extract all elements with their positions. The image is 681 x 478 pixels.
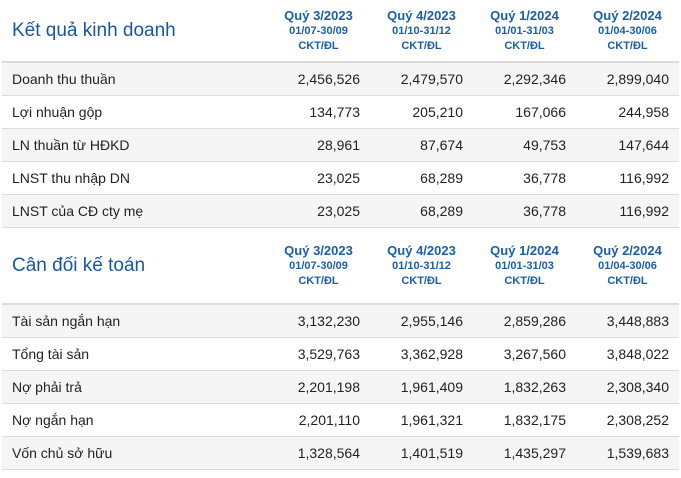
row-label: Tài sản ngắn hạn xyxy=(2,303,267,338)
column-header-q2-2024[interactable]: Quý 2/2024 01/04-30/06 CKT/ĐL xyxy=(576,0,679,62)
cell-value: 1,961,321 xyxy=(370,403,473,437)
cell-value: 2,201,198 xyxy=(267,370,370,404)
cell-value: 2,899,040 xyxy=(576,61,679,96)
audit-status: CKT/ĐL xyxy=(607,39,648,52)
table-row: Nợ ngắn hạn 2,201,110 1,961,321 1,832,17… xyxy=(2,403,679,437)
table-row: LNST của CĐ cty mẹ 23,025 68,289 36,778 … xyxy=(2,194,679,228)
row-label: LNST thu nhập DN xyxy=(2,161,267,195)
period-range: 01/07-30/09 xyxy=(289,24,348,37)
audit-status: CKT/ĐL xyxy=(298,274,339,287)
period-range: 01/01-31/03 xyxy=(495,259,554,272)
cell-value: 3,362,928 xyxy=(370,337,473,371)
column-header-q3-2023[interactable]: Quý 3/2023 01/07-30/09 CKT/ĐL xyxy=(267,0,370,62)
cell-value: 2,308,252 xyxy=(576,403,679,437)
row-label: Nợ ngắn hạn xyxy=(2,403,267,437)
period-range: 01/10-31/12 xyxy=(392,259,451,272)
table-row: Lợi nhuận gộp 134,773 205,210 167,066 24… xyxy=(2,95,679,129)
section-title-income: Kết quả kinh doanh xyxy=(12,19,176,41)
cell-value: 1,539,683 xyxy=(576,436,679,470)
cell-value: 167,066 xyxy=(473,95,576,129)
row-label: Lợi nhuận gộp xyxy=(2,95,267,129)
row-label: Nợ phải trả xyxy=(2,370,267,404)
cell-value: 1,832,263 xyxy=(473,370,576,404)
column-header-q1-2024[interactable]: Quý 1/2024 01/01-31/03 CKT/ĐL xyxy=(473,228,576,304)
quarter-label: Quý 3/2023 xyxy=(284,7,353,23)
cell-value: 3,848,022 xyxy=(576,337,679,371)
column-header-q1-2024[interactable]: Quý 1/2024 01/01-31/03 CKT/ĐL xyxy=(473,0,576,62)
cell-value: 87,674 xyxy=(370,128,473,162)
cell-value: 1,832,175 xyxy=(473,403,576,437)
cell-value: 28,961 xyxy=(267,128,370,162)
cell-value: 3,132,230 xyxy=(267,303,370,338)
audit-status: CKT/ĐL xyxy=(401,274,442,287)
cell-value: 68,289 xyxy=(370,161,473,195)
cell-value: 68,289 xyxy=(370,194,473,228)
audit-status: CKT/ĐL xyxy=(607,274,648,287)
balance-header-row: Cân đối kế toán Quý 3/2023 01/07-30/09 C… xyxy=(2,228,679,304)
audit-status: CKT/ĐL xyxy=(401,39,442,52)
cell-value: 1,328,564 xyxy=(267,436,370,470)
cell-value: 1,961,409 xyxy=(370,370,473,404)
cell-value: 2,292,346 xyxy=(473,61,576,96)
cell-value: 2,456,526 xyxy=(267,61,370,96)
quarter-label: Quý 2/2024 xyxy=(593,7,662,23)
cell-value: 1,401,519 xyxy=(370,436,473,470)
table-row: Tổng tài sản 3,529,763 3,362,928 3,267,5… xyxy=(2,337,679,371)
row-label: Vốn chủ sở hữu xyxy=(2,436,267,470)
table-row: Vốn chủ sở hữu 1,328,564 1,401,519 1,435… xyxy=(2,436,679,470)
cell-value: 3,267,560 xyxy=(473,337,576,371)
cell-value: 36,778 xyxy=(473,161,576,195)
section-title-balance: Cân đối kế toán xyxy=(12,254,146,276)
column-header-q4-2023[interactable]: Quý 4/2023 01/10-31/12 CKT/ĐL xyxy=(370,0,473,62)
cell-value: 2,479,570 xyxy=(370,61,473,96)
row-label: Tổng tài sản xyxy=(2,337,267,371)
column-header-q4-2023[interactable]: Quý 4/2023 01/10-31/12 CKT/ĐL xyxy=(370,228,473,304)
audit-status: CKT/ĐL xyxy=(504,274,545,287)
table-row: Doanh thu thuần 2,456,526 2,479,570 2,29… xyxy=(2,61,679,96)
period-range: 01/01-31/03 xyxy=(495,24,554,37)
period-range: 01/07-30/09 xyxy=(289,259,348,272)
cell-value: 2,308,340 xyxy=(576,370,679,404)
cell-value: 36,778 xyxy=(473,194,576,228)
row-label: LN thuần từ HĐKD xyxy=(2,128,267,162)
column-header-q3-2023[interactable]: Quý 3/2023 01/07-30/09 CKT/ĐL xyxy=(267,228,370,304)
income-header-row: Kết quả kinh doanh Quý 3/2023 01/07-30/0… xyxy=(2,0,679,62)
table-row: LNST thu nhập DN 23,025 68,289 36,778 11… xyxy=(2,161,679,195)
column-header-q2-2024[interactable]: Quý 2/2024 01/04-30/06 CKT/ĐL xyxy=(576,228,679,304)
cell-value: 205,210 xyxy=(370,95,473,129)
income-statement-table: Kết quả kinh doanh Quý 3/2023 01/07-30/0… xyxy=(2,0,679,228)
cell-value: 2,859,286 xyxy=(473,303,576,338)
cell-value: 2,955,146 xyxy=(370,303,473,338)
cell-value: 49,753 xyxy=(473,128,576,162)
cell-value: 3,448,883 xyxy=(576,303,679,338)
quarter-label: Quý 1/2024 xyxy=(490,7,559,23)
balance-sheet-table: Cân đối kế toán Quý 3/2023 01/07-30/09 C… xyxy=(2,228,679,470)
audit-status: CKT/ĐL xyxy=(298,39,339,52)
cell-value: 116,992 xyxy=(576,194,679,228)
cell-value: 116,992 xyxy=(576,161,679,195)
cell-value: 2,201,110 xyxy=(267,403,370,437)
row-label: LNST của CĐ cty mẹ xyxy=(2,194,267,228)
cell-value: 1,435,297 xyxy=(473,436,576,470)
period-range: 01/04-30/06 xyxy=(598,24,657,37)
period-range: 01/04-30/06 xyxy=(598,259,657,272)
row-label: Doanh thu thuần xyxy=(2,61,267,96)
cell-value: 134,773 xyxy=(267,95,370,129)
quarter-label: Quý 1/2024 xyxy=(490,242,559,258)
quarter-label: Quý 3/2023 xyxy=(284,242,353,258)
table-row: LN thuần từ HĐKD 28,961 87,674 49,753 14… xyxy=(2,128,679,162)
quarter-label: Quý 4/2023 xyxy=(387,242,456,258)
quarter-label: Quý 2/2024 xyxy=(593,242,662,258)
cell-value: 3,529,763 xyxy=(267,337,370,371)
quarter-label: Quý 4/2023 xyxy=(387,7,456,23)
period-range: 01/10-31/12 xyxy=(392,24,451,37)
cell-value: 23,025 xyxy=(267,194,370,228)
table-row: Nợ phải trả 2,201,198 1,961,409 1,832,26… xyxy=(2,370,679,404)
cell-value: 23,025 xyxy=(267,161,370,195)
audit-status: CKT/ĐL xyxy=(504,39,545,52)
cell-value: 147,644 xyxy=(576,128,679,162)
cell-value: 244,958 xyxy=(576,95,679,129)
table-row: Tài sản ngắn hạn 3,132,230 2,955,146 2,8… xyxy=(2,303,679,338)
